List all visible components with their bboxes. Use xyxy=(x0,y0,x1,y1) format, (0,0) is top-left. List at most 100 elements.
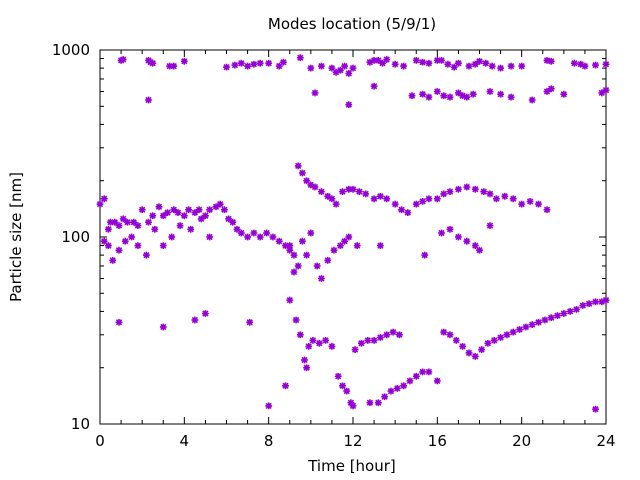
data-point-stroke xyxy=(377,242,384,249)
data-point xyxy=(250,60,258,68)
data-point xyxy=(522,323,530,331)
data-point xyxy=(307,229,315,237)
data-point-stroke xyxy=(362,190,369,198)
data-point xyxy=(269,233,277,241)
data-point xyxy=(518,200,526,208)
data-point xyxy=(370,195,378,203)
data-point xyxy=(400,62,408,70)
data-point xyxy=(145,96,152,104)
data-point-stroke xyxy=(535,200,542,208)
data-point-stroke xyxy=(592,61,599,69)
data-point-stroke xyxy=(438,229,445,237)
data-point xyxy=(317,188,325,196)
data-point xyxy=(313,262,321,270)
data-point-stroke xyxy=(463,238,470,245)
data-point-stroke xyxy=(571,60,578,67)
data-point-stroke xyxy=(602,86,610,94)
data-point xyxy=(294,262,302,270)
data-point xyxy=(412,372,420,380)
data-point-stroke xyxy=(191,316,199,324)
data-point xyxy=(419,197,427,205)
data-point-stroke xyxy=(314,262,321,270)
data-point-stroke xyxy=(307,64,314,72)
data-point-stroke xyxy=(339,382,346,389)
data-point xyxy=(509,195,517,203)
data-point xyxy=(490,336,498,344)
data-point xyxy=(124,218,131,226)
data-point xyxy=(345,101,353,109)
data-point xyxy=(366,399,374,407)
data-point xyxy=(446,225,454,233)
y-tick-label: 1000 xyxy=(52,41,90,59)
data-point xyxy=(469,90,477,98)
data-point-stroke xyxy=(303,251,310,259)
data-point-stroke xyxy=(472,353,479,360)
data-point xyxy=(263,229,271,237)
data-point-stroke xyxy=(233,226,241,233)
data-point xyxy=(334,372,342,380)
data-point xyxy=(339,188,346,196)
data-point-stroke xyxy=(145,96,152,104)
x-tick-label: 16 xyxy=(428,432,447,450)
data-point-stroke xyxy=(392,200,399,208)
data-point-stroke xyxy=(335,373,342,380)
data-point-stroke xyxy=(318,275,325,282)
data-point-stroke xyxy=(345,70,352,77)
data-point xyxy=(476,246,483,254)
data-point xyxy=(376,192,384,200)
data-point-stroke xyxy=(244,233,251,241)
data-point xyxy=(237,59,245,67)
data-point xyxy=(345,233,353,241)
data-point-stroke xyxy=(463,183,470,191)
data-point xyxy=(412,200,420,208)
data-point xyxy=(292,316,300,324)
data-point-stroke xyxy=(486,88,494,95)
data-point-stroke xyxy=(280,59,287,66)
data-point xyxy=(560,310,568,317)
data-point-stroke xyxy=(440,92,447,99)
data-point-stroke xyxy=(217,200,224,208)
data-point-stroke xyxy=(105,242,112,249)
data-point-stroke xyxy=(548,314,555,321)
data-point xyxy=(554,312,561,320)
data-point-stroke xyxy=(543,206,551,213)
data-point xyxy=(389,328,397,336)
data-point-stroke xyxy=(400,62,407,70)
data-point xyxy=(425,59,433,67)
data-point xyxy=(573,305,580,313)
data-point-stroke xyxy=(206,206,213,213)
data-point xyxy=(476,57,483,65)
data-point xyxy=(471,242,479,250)
data-point xyxy=(298,237,306,245)
data-point-stroke xyxy=(497,91,504,98)
data-point-stroke xyxy=(181,212,188,219)
data-point-stroke xyxy=(541,316,549,324)
data-point xyxy=(419,368,427,376)
x-tick-label: 20 xyxy=(512,432,531,450)
data-point xyxy=(440,328,448,336)
data-point-stroke xyxy=(356,188,363,195)
data-point xyxy=(109,256,117,264)
data-point-stroke xyxy=(406,377,414,385)
data-point xyxy=(581,62,589,70)
x-axis-label: Time [hour] xyxy=(307,457,396,475)
data-point xyxy=(471,352,479,360)
data-point xyxy=(446,93,454,101)
data-point xyxy=(395,331,403,339)
data-point-stroke xyxy=(592,406,599,413)
data-point-stroke xyxy=(257,60,264,67)
data-point-stroke xyxy=(318,188,325,195)
data-point-stroke xyxy=(115,319,123,326)
data-point-stroke xyxy=(295,262,302,270)
plot-frame xyxy=(99,49,607,425)
data-point-stroke xyxy=(303,364,310,371)
data-point-stroke xyxy=(440,328,447,336)
data-point-stroke xyxy=(592,298,599,305)
data-point-stroke xyxy=(229,219,236,226)
data-point xyxy=(290,251,298,259)
data-point-stroke xyxy=(419,91,426,98)
data-point xyxy=(486,222,494,230)
data-point xyxy=(279,58,287,66)
data-point-stroke xyxy=(455,233,462,241)
